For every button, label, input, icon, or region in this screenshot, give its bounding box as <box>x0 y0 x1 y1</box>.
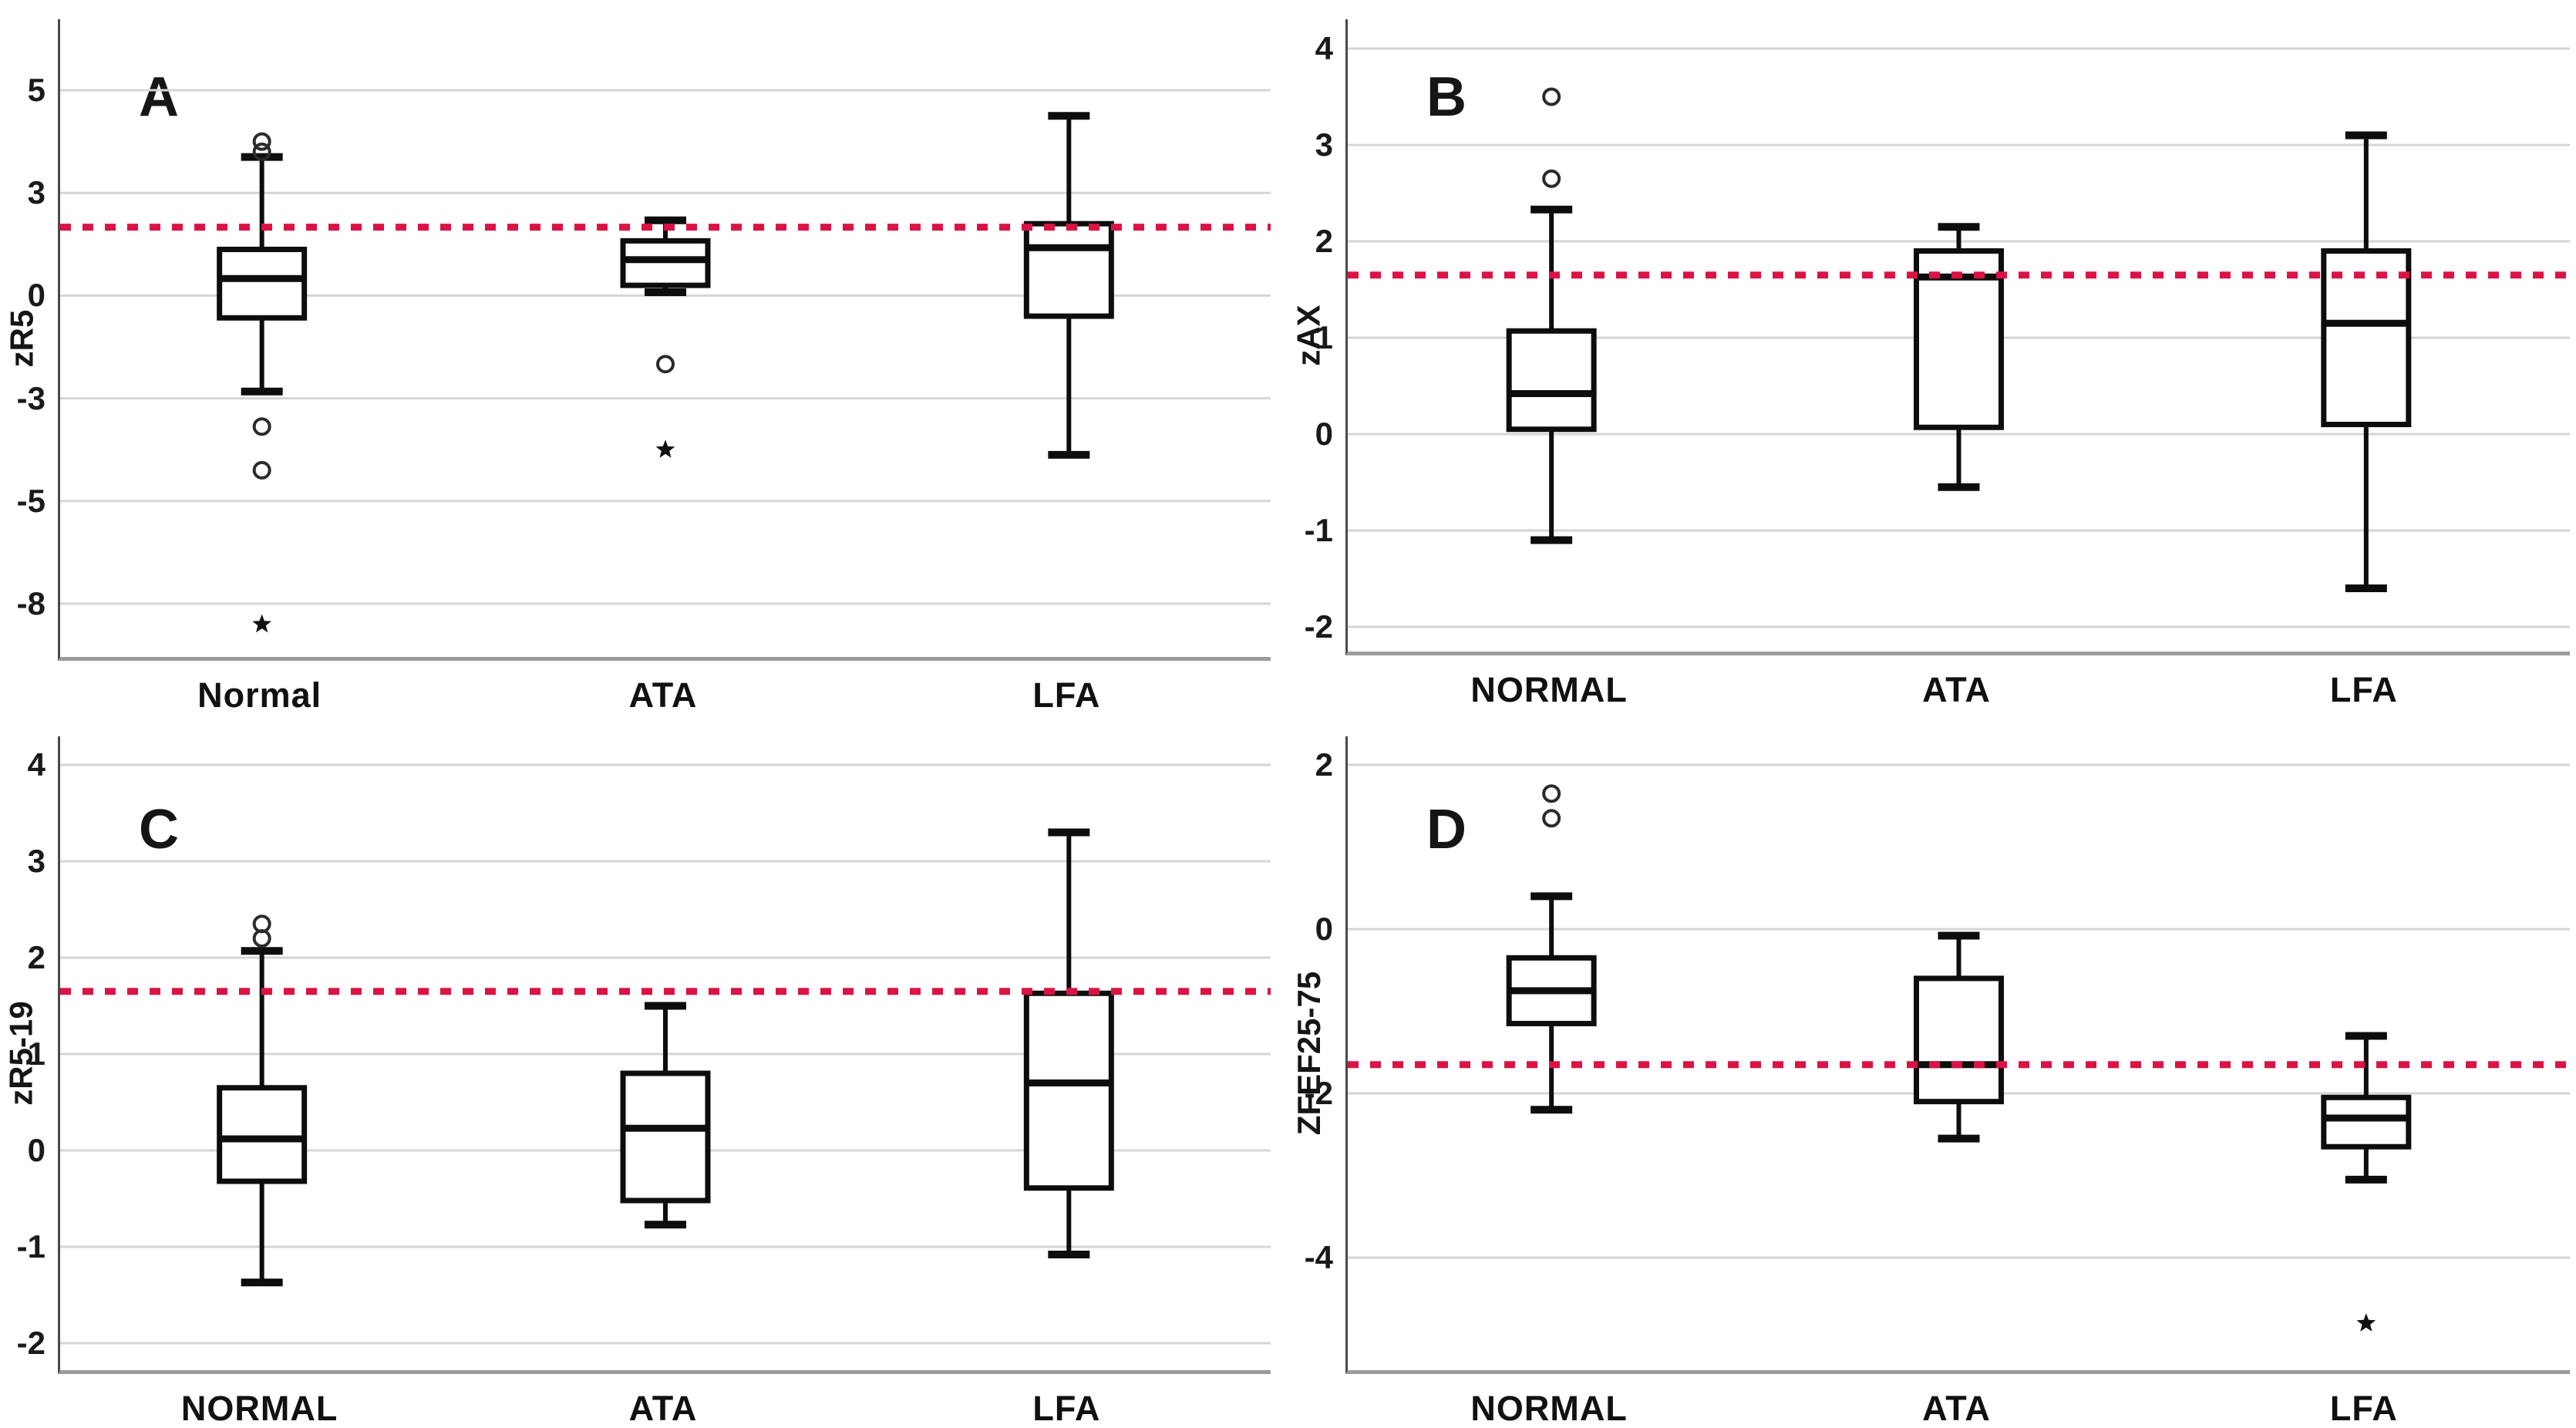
y-tick-label-5: 5 <box>27 72 45 108</box>
y-tick-label--1: -1 <box>16 1228 45 1265</box>
y-tick-label-3: 3 <box>1315 126 1333 163</box>
y-tick-label--1: -1 <box>1304 512 1333 548</box>
x-category-label-LFA: LFA <box>2329 670 2398 709</box>
plot-area-A <box>58 19 1271 661</box>
y-tick-label--8: -8 <box>16 585 45 621</box>
y-tick-label-2: 2 <box>1315 223 1333 259</box>
y-axis-label-wrap: zR5 <box>0 19 43 657</box>
iqr-box <box>1023 221 1114 319</box>
iqr-box <box>217 246 308 321</box>
y-tick-label-0: 0 <box>1315 416 1333 452</box>
x-category-label-LFA: LFA <box>1032 675 1101 715</box>
x-category-label-ATA: ATA <box>1922 1389 1991 1428</box>
x-category-label-Normal: Normal <box>197 675 322 715</box>
iqr-box <box>1914 975 2004 1105</box>
y-tick-label-3: 3 <box>27 843 45 879</box>
y-tick-label-0: 0 <box>1315 911 1333 947</box>
y-tick-label-4: 4 <box>1315 30 1333 66</box>
panel-D: D ZFEF25-75 2 0 -2 -4 NORMAL ATA LFA <box>1288 717 2576 1428</box>
iqr-box <box>1506 328 1597 433</box>
iqr-box <box>1023 990 1114 1191</box>
plot-canvas <box>1348 763 2570 1332</box>
box-group-NORMAL <box>217 914 308 1287</box>
iqr-box <box>2321 248 2412 427</box>
box-group-NORMAL <box>1506 784 1597 1114</box>
x-category-label-ATA: ATA <box>628 1389 698 1428</box>
box-group-ATA <box>620 216 711 458</box>
outlier-circle <box>252 142 271 161</box>
outlier-circle <box>1542 169 1561 188</box>
y-tick-label--5: -5 <box>16 482 45 519</box>
outlier-circle <box>656 355 675 374</box>
x-category-label-LFA: LFA <box>2329 1389 2398 1428</box>
panel-B: B zAX 4 3 2 1 0 -1 -2 NORMAL ATA LFA <box>1288 0 2576 713</box>
box-group-LFA <box>1023 112 1114 459</box>
outlier-circle <box>1542 784 1561 803</box>
x-category-label-ATA: ATA <box>1922 670 1991 709</box>
box-group-LFA <box>1023 828 1114 1258</box>
panel-letter-A: A <box>139 66 180 128</box>
y-tick-label--2: -2 <box>1304 608 1333 645</box>
x-category-label-NORMAL: NORMAL <box>180 1389 338 1428</box>
y-tick-label-1: 1 <box>27 1036 45 1072</box>
plot-canvas <box>60 89 1271 633</box>
y-tick-label-0: 0 <box>27 277 45 314</box>
iqr-box <box>217 1085 308 1184</box>
outlier-star <box>2356 1313 2376 1332</box>
outlier-star <box>655 440 675 458</box>
outlier-star <box>252 614 271 633</box>
panel-letter-B: B <box>1426 66 1467 128</box>
plot-area-B <box>1345 19 2570 655</box>
iqr-box <box>620 1070 711 1204</box>
plot-area-D <box>1345 736 2570 1374</box>
iqr-box <box>2321 1094 2412 1150</box>
y-tick-label-4: 4 <box>27 746 45 783</box>
y-tick-label--4: -4 <box>1304 1239 1333 1275</box>
box-group-NORMAL <box>1506 87 1597 544</box>
x-category-label-LFA: LFA <box>1032 1389 1101 1428</box>
plot-area-C <box>58 736 1271 1374</box>
y-tick-label-0: 0 <box>27 1132 45 1168</box>
outlier-circle <box>1542 87 1561 106</box>
y-tick-label-2: 2 <box>1315 746 1333 783</box>
box-group-ATA <box>1914 931 2004 1143</box>
box-group-LFA <box>2321 1032 2412 1332</box>
panel-letter-D: D <box>1426 799 1467 861</box>
y-tick-label--2: -2 <box>16 1325 45 1361</box>
panel-A: A zR5 5 3 0 -3 -5 -8 Normal ATA LFA <box>0 0 1288 715</box>
box-group-ATA <box>1914 223 2004 491</box>
outlier-circle <box>252 417 271 436</box>
y-tick-label--2: -2 <box>1304 1075 1333 1111</box>
y-tick-label-2: 2 <box>27 939 45 975</box>
y-tick-label-3: 3 <box>27 174 45 211</box>
y-axis-label: zR5 <box>3 309 40 367</box>
y-tick-label--3: -3 <box>16 379 45 416</box>
x-category-label-ATA: ATA <box>628 675 698 715</box>
outlier-circle <box>252 460 271 480</box>
panel-letter-C: C <box>139 799 180 861</box>
outlier-circle <box>252 929 271 948</box>
panel-C: C zR5-19 4 3 2 1 0 -1 -2 NORMAL ATA LFA <box>0 717 1288 1428</box>
box-group-Normal <box>217 132 308 633</box>
outlier-circle <box>252 132 271 151</box>
y-tick-label-1: 1 <box>1315 319 1333 355</box>
outlier-circle <box>1542 809 1561 828</box>
plot-canvas <box>60 763 1271 1345</box>
box-group-ATA <box>620 1002 711 1229</box>
x-category-label-NORMAL: NORMAL <box>1470 670 1628 709</box>
box-group-LFA <box>2321 131 2412 592</box>
x-category-label-NORMAL: NORMAL <box>1470 1389 1628 1428</box>
plot-canvas <box>1348 47 2570 628</box>
